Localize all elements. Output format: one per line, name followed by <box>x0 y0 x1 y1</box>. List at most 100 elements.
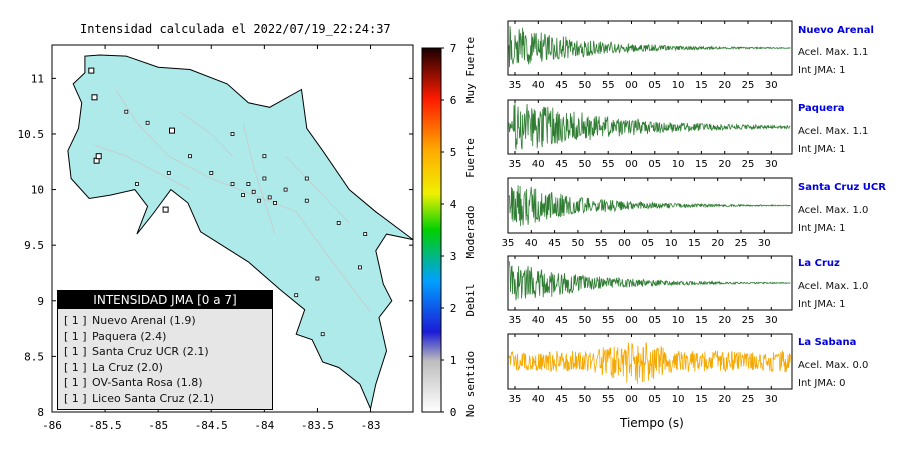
trace-tick-label: 25 <box>742 394 755 405</box>
station-marker <box>209 170 214 175</box>
x-tick-label: -83 <box>361 419 381 432</box>
x-tick-label: -86 <box>42 419 62 432</box>
y-tick-label: 10 <box>31 184 44 197</box>
y-tick-label: 10.5 <box>18 128 45 141</box>
trace-peak-accel: Acel. Max. 1.0 <box>798 281 869 292</box>
trace-tick-label: 50 <box>572 238 585 249</box>
trace-peak-accel: Acel. Max. 0.0 <box>798 360 869 371</box>
trace-tick-label: 20 <box>718 159 731 170</box>
trace-tick-label: 00 <box>618 238 631 249</box>
trace-tick-label: 20 <box>718 394 731 405</box>
road-line <box>94 144 191 190</box>
station-marker <box>246 182 251 186</box>
station-marker <box>273 200 277 205</box>
colorbar-category-label: No sentido <box>464 351 477 417</box>
station-marker <box>320 332 325 337</box>
trace-tick-label: 00 <box>625 159 638 170</box>
station-marker <box>257 198 261 203</box>
trace-frame <box>507 333 793 390</box>
y-tick-label: 11 <box>31 72 44 85</box>
station-marker <box>262 176 267 181</box>
station-marker <box>230 182 235 186</box>
station-marker <box>267 195 272 200</box>
y-tick-label: 8 <box>37 406 44 419</box>
trace-peak-accel: Acel. Max. 1.1 <box>798 47 869 58</box>
trace-tick-label: 55 <box>602 80 615 91</box>
trace-tick-label: 40 <box>532 80 545 91</box>
named-station-marker <box>91 94 98 101</box>
named-station-marker <box>95 153 102 160</box>
trace-tick-label: 40 <box>532 394 545 405</box>
legend-item: [ 1 ] Nuevo Arenal (1.9) <box>64 314 196 327</box>
trace-peak-accel: Acel. Max. 1.1 <box>798 126 869 137</box>
trace-frame <box>507 20 793 76</box>
map-title: Intensidad calculada el 2022/07/19_22:24… <box>80 22 391 36</box>
trace-tick-label: 15 <box>695 159 708 170</box>
land-area <box>67 54 414 411</box>
x-tick-label: -83.5 <box>301 419 334 432</box>
trace-tick-label: 50 <box>579 80 592 91</box>
time-axis-label: Tiempo (s) <box>620 416 684 430</box>
station-marker <box>294 293 299 298</box>
trace-tick-label: 55 <box>595 238 608 249</box>
x-tick-label: -85.5 <box>89 419 122 432</box>
trace-tick-label: 25 <box>735 238 748 249</box>
trace-tick-label: 45 <box>555 394 568 405</box>
colorbar-category-label: Debil <box>464 283 477 316</box>
trace-tick-label: 10 <box>672 315 685 326</box>
station-marker <box>241 193 246 198</box>
station-marker <box>188 154 192 159</box>
trace-tick-label: 10 <box>672 80 685 91</box>
legend-item: [ 1 ] Santa Cruz UCR (2.1) <box>64 345 209 358</box>
trace-tick-label: 55 <box>602 394 615 405</box>
trace-tick-label: 00 <box>625 80 638 91</box>
station-marker <box>304 176 309 181</box>
trace-tick-label: 40 <box>532 159 545 170</box>
trace-tick-label: 10 <box>672 394 685 405</box>
trace-tick-label: 10 <box>672 159 685 170</box>
trace-tick-label: 30 <box>758 238 771 249</box>
trace-jma-intensity: Int JMA: 1 <box>798 299 846 310</box>
trace-tick-label: 05 <box>641 238 654 249</box>
named-station-marker <box>162 206 169 213</box>
seismogram-trace <box>508 26 791 68</box>
seismogram-trace <box>508 185 791 227</box>
colorbar-tick-label: 6 <box>450 94 457 107</box>
station-marker <box>304 198 309 203</box>
named-station-marker <box>88 67 95 74</box>
station-marker <box>166 170 171 175</box>
trace-jma-intensity: Int JMA: 0 <box>798 378 846 389</box>
seismogram-trace <box>508 103 791 150</box>
seismogram-trace <box>508 261 791 301</box>
road-line <box>115 89 371 313</box>
legend-item: [ 1 ] Paquera (2.4) <box>64 329 167 343</box>
x-tick-label: -84.5 <box>195 419 228 432</box>
seismogram-trace <box>508 342 791 384</box>
trace-peak-accel: Acel. Max. 1.0 <box>798 205 869 216</box>
trace-tick-label: 30 <box>765 315 778 326</box>
trace-tick-label: 35 <box>502 238 515 249</box>
legend-header: INTENSIDAD JMA [0 a 7] <box>58 291 272 309</box>
trace-tick-label: 05 <box>648 159 661 170</box>
station-marker <box>145 120 150 125</box>
trace-tick-label: 00 <box>625 315 638 326</box>
trace-tick-label: 20 <box>718 315 731 326</box>
trace-tick-label: 05 <box>648 394 661 405</box>
trace-tick-label: 10 <box>665 238 678 249</box>
trace-station-name: La Cruz <box>798 258 840 269</box>
trace-frame <box>507 255 793 311</box>
trace-tick-label: 15 <box>695 394 708 405</box>
x-tick-label: -84 <box>254 419 274 432</box>
trace-tick-label: 30 <box>765 394 778 405</box>
trace-tick-label: 20 <box>711 238 724 249</box>
station-marker <box>336 220 341 225</box>
station-marker <box>262 154 267 159</box>
trace-tick-label: 05 <box>648 315 661 326</box>
trace-tick-label: 25 <box>742 159 755 170</box>
intensity-legend: INTENSIDAD JMA [0 a 7] [ 1 ] Nuevo Arenal… <box>57 290 273 410</box>
road-line <box>285 155 350 224</box>
trace-tick-label: 15 <box>688 238 701 249</box>
trace-tick-label: 15 <box>695 315 708 326</box>
trace-tick-label: 45 <box>555 159 568 170</box>
trace-frame <box>507 99 793 155</box>
